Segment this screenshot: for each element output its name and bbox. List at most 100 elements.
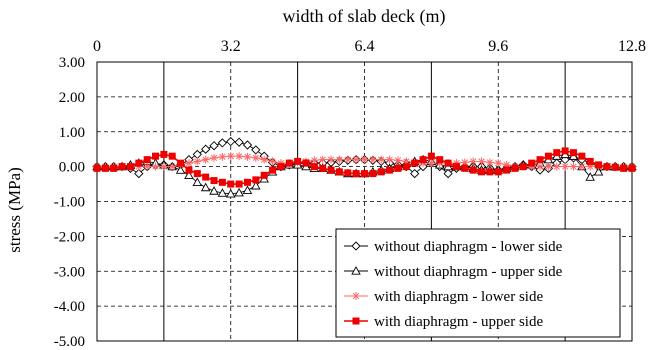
series-4-point [110, 164, 118, 172]
series-4-point [519, 163, 527, 171]
series-3-point [577, 162, 586, 171]
series-2-point [585, 172, 595, 181]
series-2-point [200, 182, 211, 192]
series-4-point [595, 161, 603, 169]
series-3-point [168, 162, 177, 171]
legend-swatch-marker [351, 266, 361, 275]
series-4-point [503, 166, 511, 174]
series-4-point [344, 169, 352, 177]
x-tick-label: 3.2 [221, 38, 241, 55]
series-3-point [360, 155, 369, 164]
series-3-point [193, 157, 202, 166]
series-4-point [561, 147, 569, 155]
legend-swatch-marker [351, 241, 361, 251]
series-4-point [269, 166, 277, 174]
series-3-point [427, 159, 436, 168]
y-tick-label: -3.00 [54, 264, 85, 280]
series-4-point [444, 159, 452, 167]
series-1-point [242, 140, 253, 150]
legend-label: with diaphragm - lower side [374, 289, 543, 305]
series-3-point [393, 156, 402, 165]
series-3-point [318, 155, 327, 164]
series-4-point [394, 164, 402, 172]
series-4-point [436, 156, 444, 164]
series-3-point [268, 157, 277, 166]
series-4-point [319, 164, 327, 172]
series-1-point [217, 138, 228, 148]
series-4-point [578, 152, 586, 160]
series-4-point [152, 152, 160, 160]
series-3-point [368, 155, 377, 164]
series-4-point [536, 156, 544, 164]
series-3-point [569, 162, 578, 171]
legend-label: without diaphragm - lower side [374, 239, 563, 255]
series-4-point [603, 163, 611, 171]
series-4-point [101, 164, 109, 172]
legend: without diaphragm - lower side without di… [335, 228, 621, 338]
series-4-point [243, 178, 251, 186]
y-axis-label: stress (MPa) [5, 167, 24, 252]
series-2-point [184, 170, 194, 179]
x-tick-label: 9.6 [488, 38, 508, 55]
series-2-point [225, 188, 236, 198]
series-1-point [192, 149, 202, 160]
series-4-point [193, 170, 201, 178]
series-4 [93, 147, 636, 188]
y-tick-label: -5.00 [54, 334, 85, 350]
series-3-point [536, 162, 545, 171]
series-2-point [251, 180, 261, 190]
series-2-point [242, 185, 253, 194]
series-3-point [226, 152, 235, 161]
series-4-point [402, 163, 410, 171]
series-4-point [327, 166, 335, 174]
series-4-point [277, 163, 285, 171]
series-4-point [177, 159, 185, 167]
series-4-point [135, 159, 143, 167]
series-1-point [443, 168, 453, 179]
series-3-point [327, 155, 336, 164]
series-4-point [369, 170, 377, 178]
series-4-point [294, 157, 302, 165]
series-3-point [385, 155, 394, 164]
series-3-point [159, 162, 168, 171]
series-4-point [478, 168, 486, 176]
legend-item: without diaphragm - lower side [344, 239, 563, 255]
x-tick-label: 12.8 [618, 38, 646, 55]
series-4-point [210, 177, 218, 185]
series-4-point [528, 159, 536, 167]
x-tick-label: 0 [93, 38, 101, 55]
series-4-point [544, 152, 552, 160]
legend-item: with diaphragm - lower side [344, 289, 543, 305]
series-4-point [411, 159, 419, 167]
series-3-point [544, 162, 553, 171]
series-3-point [485, 158, 494, 167]
y-tick-label: 3.00 [59, 55, 85, 71]
series-3-point [235, 152, 244, 161]
series-4-point [118, 163, 126, 171]
series-4-point [310, 163, 318, 171]
series-4-point [377, 168, 385, 176]
series-1-point [410, 168, 420, 179]
series-4-point [494, 168, 502, 176]
y-tick-label: 2.00 [59, 90, 85, 106]
series-1-point [201, 144, 211, 154]
y-tick-label: 0.00 [59, 160, 85, 176]
series-4-point [168, 152, 176, 160]
series-2-point [175, 165, 186, 174]
y-tick-label: -2.00 [54, 229, 85, 245]
plot-frame [96, 61, 633, 342]
series-4-point [352, 170, 360, 178]
legend-label: with diaphragm - upper side [374, 314, 543, 330]
series-4-point [386, 166, 394, 174]
series-3-point [260, 155, 269, 164]
series-3-point [469, 157, 478, 166]
series-4-point [419, 156, 427, 164]
series-1-point [134, 168, 144, 179]
series-4-point [285, 159, 293, 167]
series-4-point [469, 166, 477, 174]
series-3-point [243, 152, 252, 161]
series-3-point [201, 155, 210, 164]
series-4-point [361, 170, 368, 178]
series-4-point [427, 152, 435, 160]
